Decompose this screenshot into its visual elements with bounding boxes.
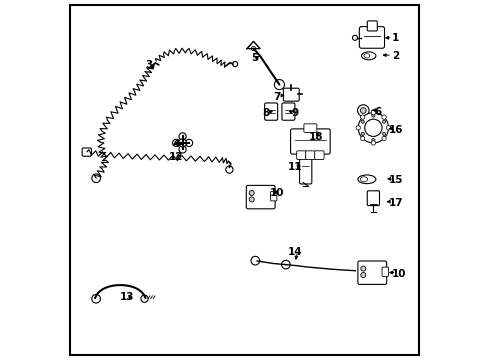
Text: 14: 14 <box>287 247 302 257</box>
FancyBboxPatch shape <box>366 21 377 31</box>
FancyBboxPatch shape <box>264 103 277 120</box>
FancyBboxPatch shape <box>283 88 299 101</box>
Circle shape <box>371 139 374 142</box>
Circle shape <box>274 80 284 90</box>
Text: 7: 7 <box>273 92 280 102</box>
Text: 9: 9 <box>291 108 298 118</box>
FancyBboxPatch shape <box>381 267 387 276</box>
Text: 4: 4 <box>172 139 180 149</box>
Circle shape <box>360 266 365 271</box>
Text: 17: 17 <box>387 198 402 208</box>
Circle shape <box>371 114 374 117</box>
FancyBboxPatch shape <box>246 185 275 209</box>
FancyBboxPatch shape <box>366 191 379 206</box>
Circle shape <box>225 166 232 173</box>
Circle shape <box>281 260 289 269</box>
Text: 12: 12 <box>168 152 183 162</box>
Circle shape <box>386 126 390 130</box>
Circle shape <box>370 111 375 115</box>
Circle shape <box>251 46 255 51</box>
Circle shape <box>178 139 186 147</box>
Circle shape <box>250 256 259 265</box>
Ellipse shape <box>360 177 367 182</box>
FancyBboxPatch shape <box>82 148 91 156</box>
Circle shape <box>179 146 186 153</box>
Text: 6: 6 <box>373 107 381 117</box>
Circle shape <box>364 119 381 136</box>
Text: 3: 3 <box>145 60 152 70</box>
Circle shape <box>249 197 254 202</box>
Circle shape <box>370 141 375 145</box>
Circle shape <box>360 273 365 278</box>
Circle shape <box>382 132 385 136</box>
Circle shape <box>381 136 386 141</box>
Text: 10: 10 <box>391 269 406 279</box>
Circle shape <box>352 35 357 40</box>
Text: 11: 11 <box>287 162 302 172</box>
FancyBboxPatch shape <box>290 129 329 154</box>
Circle shape <box>141 295 148 302</box>
Circle shape <box>249 190 254 195</box>
FancyBboxPatch shape <box>298 146 313 157</box>
Circle shape <box>361 120 364 123</box>
FancyBboxPatch shape <box>359 27 384 48</box>
Ellipse shape <box>363 54 369 58</box>
Text: 2: 2 <box>391 51 399 61</box>
Text: 15: 15 <box>387 175 402 185</box>
Circle shape <box>381 115 386 119</box>
Circle shape <box>360 115 364 119</box>
FancyBboxPatch shape <box>305 151 314 159</box>
Text: 8: 8 <box>262 108 269 118</box>
Text: 13: 13 <box>120 292 135 302</box>
FancyBboxPatch shape <box>270 192 276 201</box>
Ellipse shape <box>357 175 375 184</box>
Text: 18: 18 <box>308 132 323 142</box>
Polygon shape <box>246 41 260 49</box>
Circle shape <box>185 139 192 147</box>
Circle shape <box>360 108 366 113</box>
FancyBboxPatch shape <box>296 151 305 159</box>
FancyBboxPatch shape <box>303 124 316 132</box>
Circle shape <box>179 133 186 140</box>
Circle shape <box>92 294 100 303</box>
Circle shape <box>358 113 387 143</box>
Text: 1: 1 <box>391 33 399 43</box>
Circle shape <box>172 139 179 147</box>
Text: 16: 16 <box>387 125 402 135</box>
Circle shape <box>382 120 385 123</box>
Circle shape <box>355 126 360 130</box>
Circle shape <box>360 136 364 141</box>
Circle shape <box>361 132 364 136</box>
FancyBboxPatch shape <box>314 151 324 159</box>
Ellipse shape <box>361 52 375 60</box>
FancyBboxPatch shape <box>299 154 311 184</box>
Text: 5: 5 <box>251 53 258 63</box>
FancyBboxPatch shape <box>282 103 294 120</box>
Circle shape <box>92 174 101 183</box>
FancyBboxPatch shape <box>357 261 386 284</box>
Circle shape <box>232 62 237 67</box>
Text: 10: 10 <box>269 188 284 198</box>
Circle shape <box>357 105 368 116</box>
